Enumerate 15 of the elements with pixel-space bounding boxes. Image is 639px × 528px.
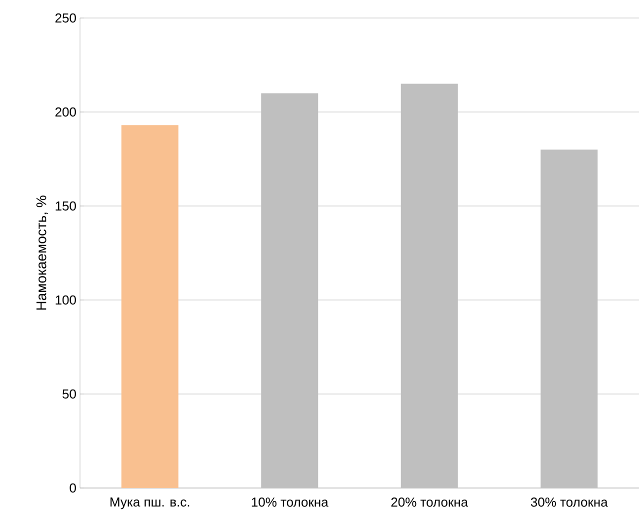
bar bbox=[121, 125, 178, 488]
x-tick-label: 10% толокна bbox=[252, 498, 328, 507]
y-tick-label: 200 bbox=[55, 107, 76, 117]
x-tick-label: 30% толокна bbox=[530, 498, 608, 507]
y-axis-title: Намокаемость, % bbox=[36, 196, 48, 310]
bar bbox=[540, 150, 598, 488]
y-tick-label: 50 bbox=[62, 389, 76, 399]
y-tick-label: 250 bbox=[55, 13, 76, 23]
x-tick-label: 20% толокна bbox=[391, 498, 468, 507]
y-tick-label: 100 bbox=[56, 295, 76, 305]
x-tick-label: Мука пш. в.с. bbox=[110, 498, 190, 510]
bar bbox=[400, 84, 458, 488]
bar bbox=[261, 93, 318, 488]
y-tick-label: 150 bbox=[56, 201, 76, 211]
y-tick-label: 0 bbox=[70, 483, 76, 493]
